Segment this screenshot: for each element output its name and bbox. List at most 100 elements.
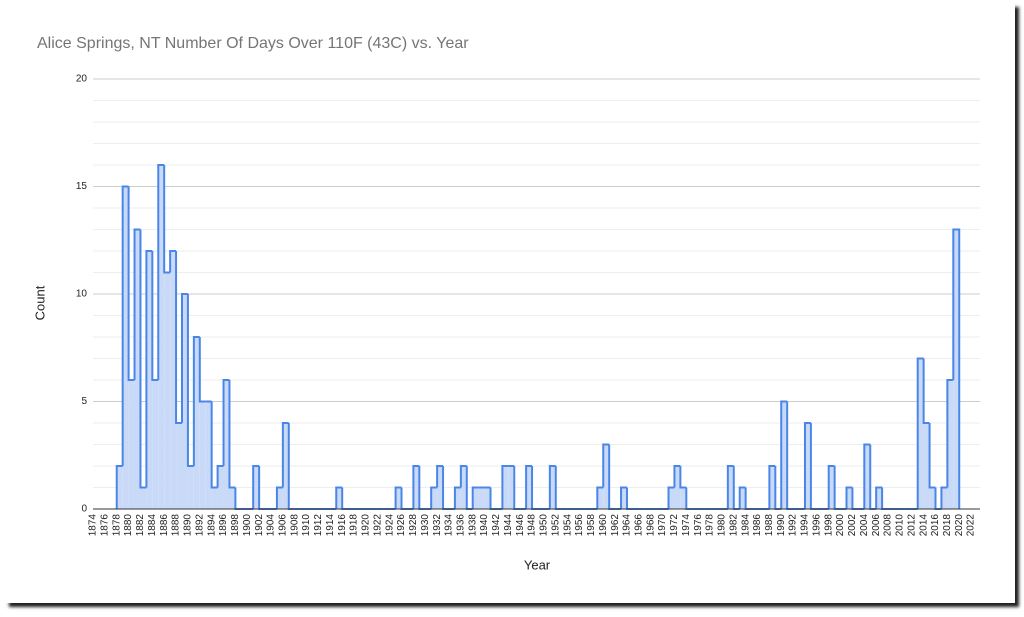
x-tick-label: 1950 <box>539 514 550 537</box>
step-line <box>228 380 236 489</box>
area-step <box>603 444 610 509</box>
x-tick-label: 1900 <box>242 514 253 537</box>
area-step <box>828 466 835 509</box>
area-step <box>199 401 206 509</box>
step-line <box>234 487 242 510</box>
area-step <box>472 487 479 509</box>
y-tick-label: 20 <box>76 74 88 85</box>
area-step <box>217 466 224 509</box>
x-tick-label: 1910 <box>301 514 312 537</box>
step-line <box>471 486 479 509</box>
step-line <box>341 487 349 510</box>
x-tick-label: 1902 <box>254 514 265 537</box>
area-step <box>864 444 871 509</box>
y-axis-label: Count <box>32 285 47 320</box>
x-tick-label: 2014 <box>918 514 929 537</box>
step-line <box>145 250 153 488</box>
x-tick-label: 1920 <box>361 514 372 537</box>
x-tick-label: 1894 <box>206 514 217 537</box>
x-tick-label: 1914 <box>325 514 336 537</box>
x-tick-label: 1964 <box>622 514 633 537</box>
x-tick-label: 1884 <box>147 514 158 537</box>
x-tick-label: 1878 <box>111 514 122 537</box>
x-tick-label: 1880 <box>123 514 134 537</box>
x-tick-label: 1896 <box>218 514 229 537</box>
area-step <box>668 487 675 509</box>
step-line <box>525 465 533 509</box>
area-step <box>508 466 515 509</box>
x-tick-label: 2020 <box>954 514 965 537</box>
area-step <box>146 251 153 509</box>
x-tick-label: 1942 <box>491 514 502 537</box>
x-tick-label: 1998 <box>823 514 834 537</box>
step-line <box>726 465 734 509</box>
x-tick-label: 1952 <box>550 514 561 537</box>
x-tick-label: 1946 <box>515 514 526 537</box>
area-step <box>282 423 289 509</box>
step-line <box>501 465 509 509</box>
step-line <box>685 487 693 510</box>
area-step <box>484 487 491 509</box>
area-step <box>929 487 936 509</box>
step-line <box>851 487 859 510</box>
y-tick-label: 0 <box>81 504 87 515</box>
x-tick-label: 1938 <box>467 514 478 537</box>
area-step <box>804 423 811 509</box>
x-tick-label: 2010 <box>895 514 906 537</box>
step-line <box>198 337 206 403</box>
step-line <box>489 487 497 510</box>
x-tick-label: 1888 <box>171 514 182 537</box>
step-line <box>827 465 835 509</box>
step-line <box>335 486 343 509</box>
step-line <box>180 293 188 423</box>
step-line <box>394 486 402 509</box>
step-line <box>738 486 746 509</box>
x-tick-label: 1926 <box>396 514 407 537</box>
step-line <box>803 422 811 509</box>
step-line <box>940 486 948 509</box>
x-tick-label: 1908 <box>289 514 300 537</box>
x-tick-label: 1984 <box>740 514 751 537</box>
step-line <box>436 465 444 488</box>
area-step <box>502 466 509 509</box>
step-line <box>667 486 675 509</box>
step-line <box>922 358 930 424</box>
step-line <box>163 165 171 274</box>
x-tick-label: 1876 <box>100 514 111 537</box>
x-tick-label: 1922 <box>372 514 383 537</box>
area-step <box>526 466 533 509</box>
x-tick-label: 1890 <box>183 514 194 537</box>
x-tick-label: 2004 <box>859 514 870 537</box>
step-line <box>175 251 182 424</box>
area-step <box>674 466 681 509</box>
step-line <box>157 164 165 380</box>
step-line <box>459 465 467 488</box>
step-line <box>875 486 883 509</box>
area-step <box>431 487 438 509</box>
x-tick-label: 1898 <box>230 514 241 537</box>
step-line <box>252 465 260 509</box>
x-tick-label: 2002 <box>847 514 858 537</box>
x-tick-label: 2016 <box>930 514 941 537</box>
x-tick-label: 2006 <box>871 514 882 537</box>
area-step <box>170 251 177 509</box>
x-tick-label: 1886 <box>159 514 170 537</box>
step-line <box>780 400 788 509</box>
step-line <box>186 294 194 467</box>
x-tick-label: 1956 <box>574 514 585 537</box>
x-tick-label: 1936 <box>455 514 466 537</box>
y-tick-label: 15 <box>76 181 88 192</box>
area-step <box>917 358 924 509</box>
x-tick-label: 1974 <box>681 514 692 537</box>
step-line <box>608 444 616 510</box>
x-tick-label: 1940 <box>479 514 490 537</box>
x-tick-label: 1958 <box>586 514 597 537</box>
x-tick-label: 1980 <box>717 514 728 537</box>
x-tick-label: 1930 <box>420 514 431 537</box>
step-line <box>596 486 604 509</box>
x-tick-label: 1906 <box>278 514 289 537</box>
area-step <box>276 487 283 509</box>
area-step <box>846 487 853 509</box>
